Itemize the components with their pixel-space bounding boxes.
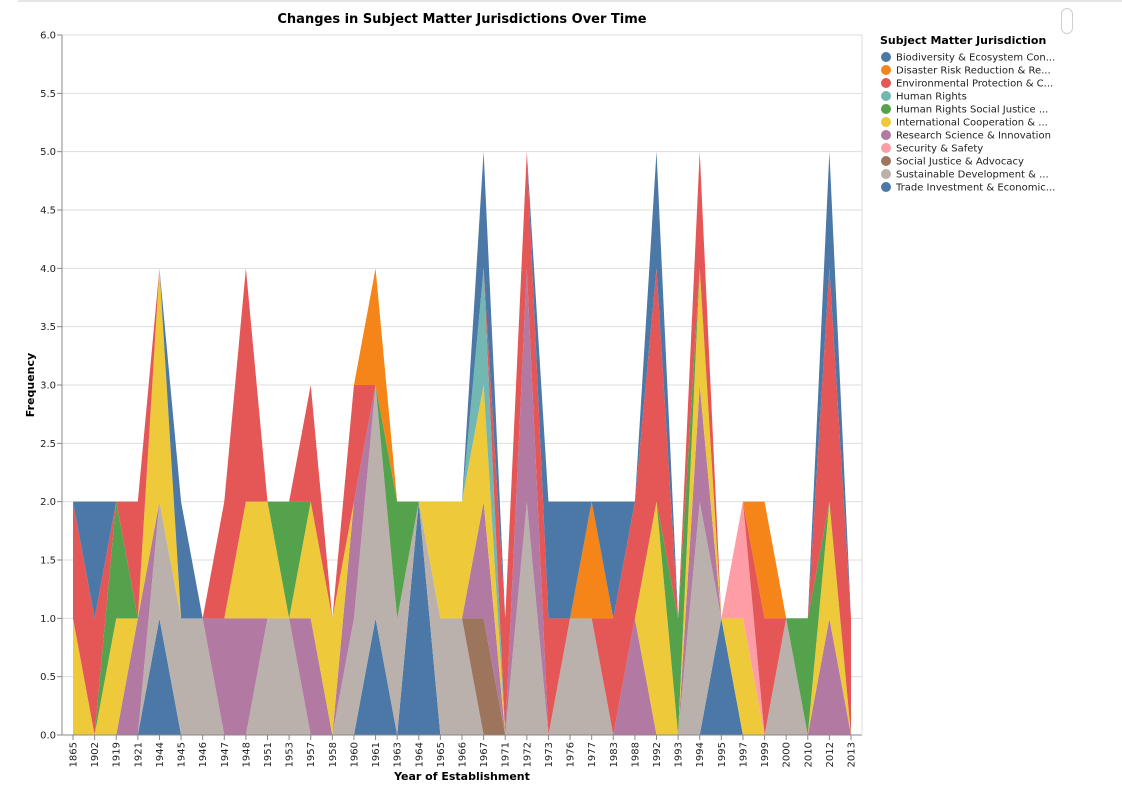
x-tick-label: 1966 xyxy=(458,742,469,767)
y-tick-label: 0.5 xyxy=(40,672,56,683)
x-tick-label: 1947 xyxy=(220,742,231,767)
y-tick-label: 5.0 xyxy=(40,147,56,158)
legend-label: Human Rights xyxy=(896,92,967,103)
x-tick-label: 1988 xyxy=(630,742,641,767)
series-area xyxy=(73,151,851,619)
y-tick-label: 3.0 xyxy=(40,381,56,392)
x-axis-title: Year of Establishment xyxy=(393,770,530,782)
y-axis-ticks: 0.0 0.5 1.0 1.5 2.0 2.5 3.0 3.5 4.0 4.5 5.0 5.5 6.0 xyxy=(40,31,62,742)
x-tick-label: 1972 xyxy=(522,742,533,767)
x-tick-label: 1919 xyxy=(112,742,123,767)
x-tick-label: 2013 xyxy=(847,742,858,767)
x-tick-label: 1977 xyxy=(587,742,598,767)
x-tick-label: 1902 xyxy=(90,742,101,767)
x-tick-label: 1961 xyxy=(371,742,382,767)
x-tick-label: 1997 xyxy=(738,742,749,767)
x-tick-label: 1964 xyxy=(414,742,425,767)
legend-label: Trade Investment & Economic... xyxy=(895,183,1055,194)
legend-label: International Cooperation & ... xyxy=(896,118,1048,129)
x-tick-label: 1958 xyxy=(328,742,339,767)
legend-swatch xyxy=(881,65,891,75)
legend-swatch xyxy=(881,117,891,127)
legend-label: Social Justice & Advocacy xyxy=(896,157,1024,168)
legend-label: Disaster Risk Reduction & Re... xyxy=(896,66,1051,77)
y-tick-label: 3.5 xyxy=(40,322,56,333)
series-area xyxy=(73,268,851,735)
y-tick-label: 4.0 xyxy=(40,264,56,275)
y-tick-label: 6.0 xyxy=(40,31,56,42)
x-tick-label: 2000 xyxy=(782,742,793,767)
legend: Subject Matter Jurisdiction Biodiversity… xyxy=(880,34,1055,194)
legend-swatch xyxy=(881,78,891,88)
x-tick-label: 1976 xyxy=(566,742,577,767)
legend-label: Sustainable Development & ... xyxy=(896,170,1049,181)
chart-actions-button[interactable] xyxy=(1061,8,1073,34)
legend-swatch xyxy=(881,52,891,62)
x-tick-label: 1957 xyxy=(306,742,317,767)
series-area xyxy=(73,385,851,735)
legend-swatch xyxy=(881,182,891,192)
x-tick-label: 1971 xyxy=(501,742,512,767)
y-tick-label: 1.5 xyxy=(40,556,56,567)
legend-swatch xyxy=(881,104,891,114)
x-tick-label: 1965 xyxy=(436,742,447,767)
y-tick-label: 2.0 xyxy=(40,497,56,508)
x-tick-label: 1993 xyxy=(674,742,685,767)
top-divider xyxy=(18,0,1122,2)
x-tick-label: 1953 xyxy=(285,742,296,767)
legend-swatch xyxy=(881,91,891,101)
legend-swatch xyxy=(881,143,891,153)
y-axis-title: Frequency xyxy=(24,353,37,417)
x-tick-label: 1973 xyxy=(544,742,555,767)
legend-swatch xyxy=(881,130,891,140)
legend-swatch xyxy=(881,169,891,179)
legend-label: Research Science & Innovation xyxy=(896,131,1051,142)
x-tick-label: 1865 xyxy=(69,742,80,767)
y-tick-label: 0.0 xyxy=(40,731,56,742)
legend-swatch xyxy=(881,156,891,166)
x-tick-label: 1999 xyxy=(760,742,771,767)
x-tick-label: 1946 xyxy=(198,742,209,767)
y-tick-label: 2.5 xyxy=(40,439,56,450)
stacked-areas xyxy=(73,151,851,736)
x-tick-label: 1921 xyxy=(133,742,144,767)
y-tick-label: 1.0 xyxy=(40,614,56,625)
y-tick-label: 5.5 xyxy=(40,89,56,100)
x-tick-label: 1994 xyxy=(695,742,706,767)
x-tick-label: 1951 xyxy=(263,742,274,767)
x-axis-ticks: 1865 1902 1919 1921 1944 1945 1946 1947 1948 1951… xyxy=(69,735,858,767)
chart-title: Changes in Subject Matter Jurisdictions … xyxy=(277,12,646,27)
x-tick-label: 1963 xyxy=(393,742,404,767)
x-tick-label: 2010 xyxy=(803,742,814,767)
x-tick-label: 1960 xyxy=(349,742,360,767)
x-tick-label: 2012 xyxy=(825,742,836,767)
x-tick-label: 1944 xyxy=(155,742,166,767)
x-tick-label: 1948 xyxy=(241,742,252,767)
legend-title: Subject Matter Jurisdiction xyxy=(880,34,1046,47)
x-tick-label: 1983 xyxy=(609,742,620,767)
series-area xyxy=(73,151,851,736)
x-tick-label: 1992 xyxy=(652,742,663,767)
legend-label: Environmental Protection & C... xyxy=(896,79,1053,90)
x-tick-label: 1945 xyxy=(177,742,188,767)
y-tick-label: 4.5 xyxy=(40,206,56,217)
legend-label: Biodiversity & Ecosystem Con... xyxy=(896,53,1055,64)
series-area xyxy=(73,268,851,735)
legend-label: Security & Safety xyxy=(896,144,983,155)
series-area xyxy=(73,501,851,735)
x-tick-label: 1967 xyxy=(479,742,490,767)
x-tick-label: 1995 xyxy=(717,742,728,767)
legend-label: Human Rights Social Justice ... xyxy=(896,105,1048,116)
